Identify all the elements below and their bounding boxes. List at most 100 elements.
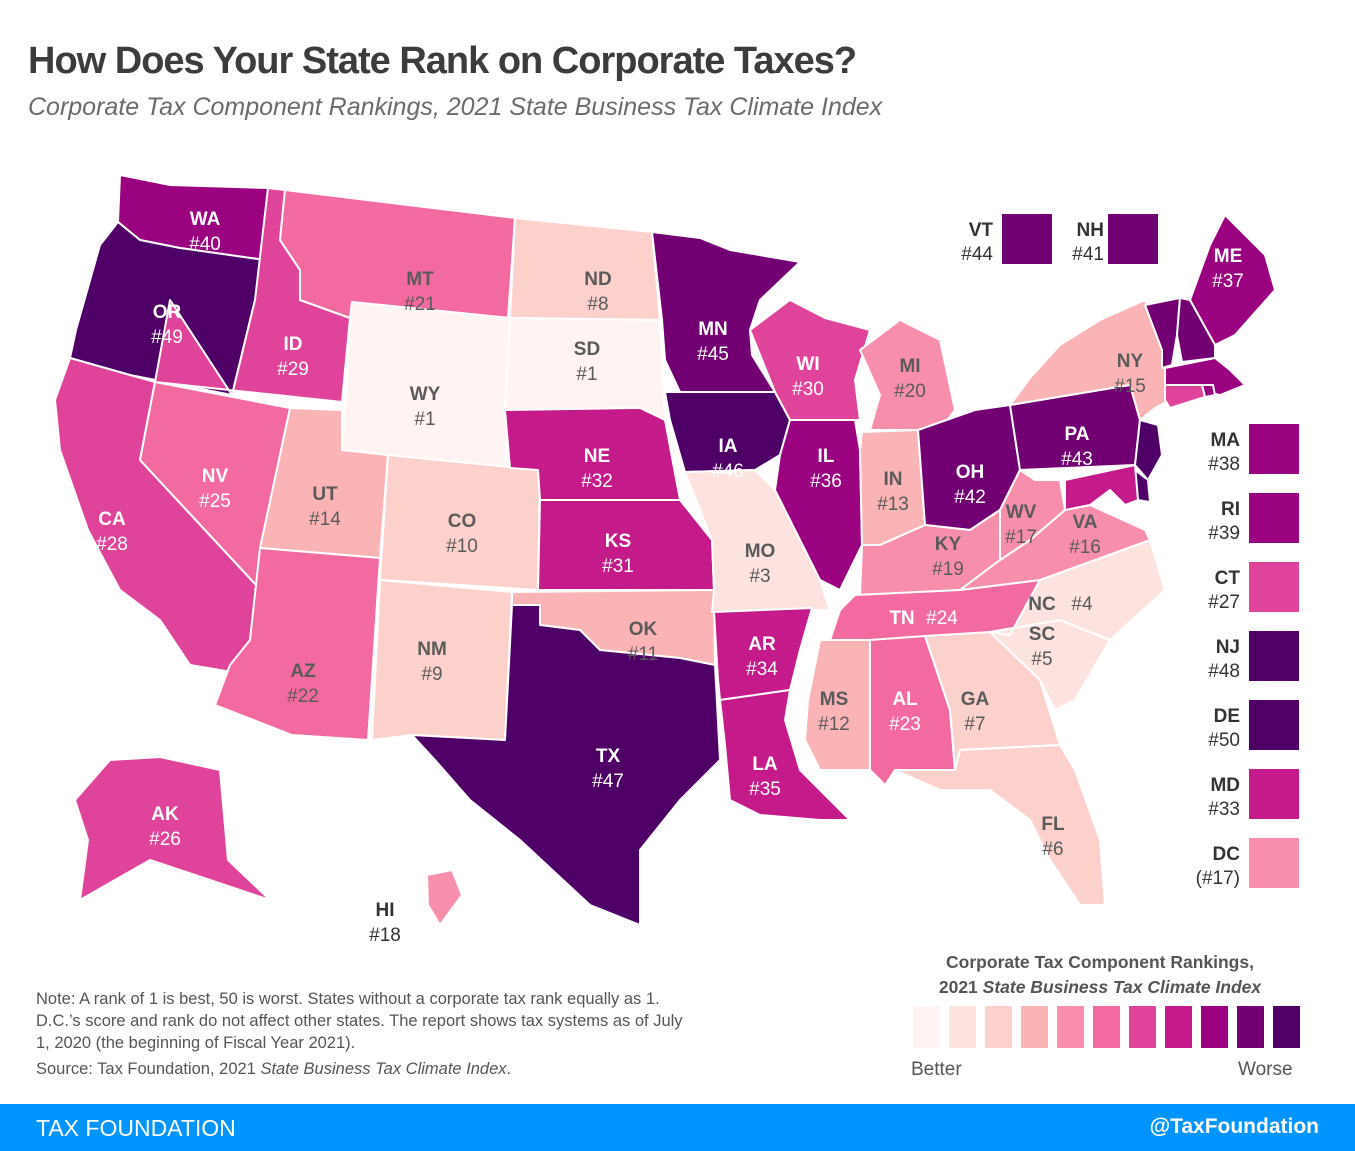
callout-abbr: MD xyxy=(1210,775,1240,796)
state-label-rank: #26 xyxy=(149,829,181,850)
state-label-rank: #1 xyxy=(576,364,597,385)
state-label-rank: #18 xyxy=(369,925,401,946)
state-label-rank: #19 xyxy=(932,559,964,580)
state-nm[interactable] xyxy=(371,579,513,741)
state-hi[interactable] xyxy=(426,869,463,926)
state-label-abbr: OH xyxy=(956,462,985,483)
callout-box-dc[interactable] xyxy=(1249,838,1299,888)
state-label-rank: #3 xyxy=(749,566,770,587)
legend-better-label: Better xyxy=(911,1059,962,1080)
state-label-abbr: HI xyxy=(376,900,395,921)
state-label-rank: #29 xyxy=(277,359,309,380)
callout-abbr: NH xyxy=(1077,220,1104,241)
state-label-abbr: NM xyxy=(417,639,447,660)
state-label-abbr: WI xyxy=(796,354,819,375)
callout-box-ct[interactable] xyxy=(1249,562,1299,612)
chart-title: How Does Your State Rank on Corporate Ta… xyxy=(28,40,857,82)
callout-abbr: DE xyxy=(1214,706,1240,727)
state-label-rank: #42 xyxy=(954,487,986,508)
state-label-abbr: ME xyxy=(1214,246,1243,267)
state-ct[interactable] xyxy=(1164,384,1206,409)
state-label-rank: #31 xyxy=(602,556,634,577)
state-label-rank: #32 xyxy=(581,471,613,492)
callout-rank: #48 xyxy=(1208,661,1240,682)
state-wv[interactable] xyxy=(999,469,1066,561)
callout-rank: #44 xyxy=(961,244,993,265)
chart-subtitle: Corporate Tax Component Rankings, 2021 S… xyxy=(28,93,883,121)
state-label-rank: #10 xyxy=(446,536,478,557)
state-label-rank: #12 xyxy=(818,714,850,735)
state-tx[interactable] xyxy=(411,604,721,926)
state-label-abbr: SD xyxy=(574,339,600,360)
callout-box-nj[interactable] xyxy=(1249,631,1299,681)
callout-rank: #27 xyxy=(1208,592,1240,613)
state-fl[interactable] xyxy=(894,744,1106,906)
state-wi[interactable] xyxy=(749,299,871,421)
note-text: Note: A rank of 1 is best, 50 is worst. … xyxy=(36,990,683,1052)
callout-rank: #41 xyxy=(1072,244,1104,265)
state-mt[interactable] xyxy=(279,189,516,319)
footer-brand: TAX FOUNDATION xyxy=(36,1115,236,1141)
state-label-abbr: MI xyxy=(899,356,920,377)
state-label-abbr: NE xyxy=(584,446,610,467)
callout-box-nh[interactable] xyxy=(1108,214,1158,264)
state-label-abbr: WY xyxy=(410,384,441,405)
callout-rank: #38 xyxy=(1208,454,1240,475)
footer-handle[interactable]: @TaxFoundation xyxy=(1149,1115,1319,1138)
state-label-abbr: TX xyxy=(596,746,621,767)
callout-abbr: NJ xyxy=(1216,637,1240,658)
callout-abbr: RI xyxy=(1221,499,1240,520)
legend-step-1 xyxy=(913,1006,940,1048)
state-mn[interactable] xyxy=(651,231,801,393)
state-label-abbr: OR xyxy=(153,302,182,323)
callout-abbr: CT xyxy=(1215,568,1241,589)
state-label-abbr: MO xyxy=(745,541,776,562)
legend-step-5 xyxy=(1057,1006,1084,1048)
us-map: WA #40 OR #49 CA #28 ID #29 NV #25 MT #21 WY #1 UT #14 A… xyxy=(54,174,1299,946)
state-label-rank: #24 xyxy=(926,608,958,629)
state-label-abbr: ND xyxy=(584,269,611,290)
state-label-abbr: MN xyxy=(698,319,728,340)
legend-color-scale xyxy=(913,1006,1300,1048)
callout-box-vt[interactable] xyxy=(1002,214,1052,264)
callout-box-ma[interactable] xyxy=(1249,424,1299,474)
state-label-abbr: KS xyxy=(605,531,631,552)
state-label-abbr: WA xyxy=(190,209,221,230)
state-label-rank: #22 xyxy=(287,686,319,707)
state-label-rank: #25 xyxy=(199,491,231,512)
state-label-abbr: CA xyxy=(98,509,126,530)
state-label-rank: #16 xyxy=(1069,537,1101,558)
state-label-abbr: AK xyxy=(151,804,179,825)
state-nj[interactable] xyxy=(1134,419,1163,481)
legend-step-4 xyxy=(1021,1006,1048,1048)
callout-box-ri[interactable] xyxy=(1249,493,1299,543)
legend-step-7 xyxy=(1129,1006,1156,1048)
state-label-abbr: IL xyxy=(818,446,835,467)
callout-box-md[interactable] xyxy=(1249,769,1299,819)
callout-rank: #33 xyxy=(1208,799,1240,820)
state-label-rank: #37 xyxy=(1212,271,1244,292)
state-label-rank: #8 xyxy=(587,294,608,315)
legend-step-10 xyxy=(1237,1006,1264,1048)
callout-box-de[interactable] xyxy=(1249,700,1299,750)
state-label-rank: #23 xyxy=(889,714,921,735)
callout-rank: #39 xyxy=(1208,523,1240,544)
state-label-rank: #45 xyxy=(697,344,729,365)
state-label-abbr: NY xyxy=(1117,351,1144,372)
state-label-abbr: NV xyxy=(202,466,229,487)
state-label-abbr: SC xyxy=(1029,624,1056,645)
state-il[interactable] xyxy=(774,419,863,591)
state-label-abbr: TN xyxy=(889,608,914,629)
legend-step-6 xyxy=(1093,1006,1120,1048)
state-md[interactable] xyxy=(1064,464,1139,511)
state-mo[interactable] xyxy=(684,469,831,613)
state-ia[interactable] xyxy=(664,391,791,473)
state-ak[interactable] xyxy=(74,756,271,901)
state-me[interactable] xyxy=(1189,214,1276,346)
state-label-abbr: KY xyxy=(935,534,962,555)
state-label-rank: #6 xyxy=(1042,839,1063,860)
state-la[interactable] xyxy=(719,689,851,821)
footer-bar: TAX FOUNDATION @TaxFoundation xyxy=(0,1104,1355,1151)
state-az[interactable] xyxy=(214,547,381,741)
legend-step-11 xyxy=(1273,1006,1300,1048)
